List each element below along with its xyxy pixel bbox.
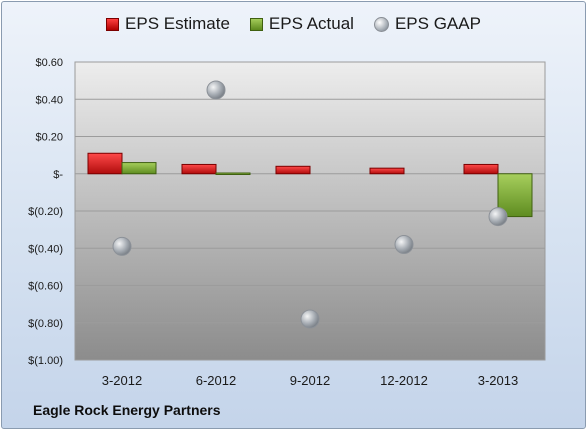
legend-label-gaap: EPS GAAP <box>394 14 481 33</box>
bar-eps-estimate <box>275 165 311 175</box>
x-axis-ticks: 3-2012 6-2012 9-2012 12-2012 3-2013 <box>102 373 518 388</box>
y-tick-label: $(0.60) <box>28 281 63 293</box>
legend-item-actual: EPS Actual <box>249 14 354 34</box>
bar-eps-actual <box>215 172 251 175</box>
company-name: Eagle Rock Energy Partners <box>33 402 221 418</box>
y-tick-label: $(1.00) <box>28 355 63 367</box>
point-eps-gaap <box>112 236 132 256</box>
y-tick-label: $(0.40) <box>28 243 63 255</box>
bar-eps-estimate <box>369 167 405 175</box>
y-tick-label: $- <box>53 169 63 181</box>
y-tick-label: $0.60 <box>35 57 63 69</box>
legend-swatch-estimate <box>106 17 120 31</box>
y-axis-ticks: $0.60 $0.40 $0.20 $- $(0.20) $(0.40) $(0.60) $(… <box>28 57 63 367</box>
point-eps-gaap <box>394 235 414 255</box>
bar-eps-estimate <box>181 163 217 175</box>
x-tick-label: 3-2012 <box>102 373 142 388</box>
legend-swatch-actual <box>249 17 263 31</box>
chart-legend: EPS Estimate EPS Actual EPS GAAP <box>0 14 587 34</box>
x-tick-label: 12-2012 <box>380 373 428 388</box>
legend-item-estimate: EPS Estimate <box>106 14 230 34</box>
point-eps-gaap <box>300 309 320 329</box>
gaap-points <box>112 80 508 329</box>
bar-eps-actual <box>121 162 157 175</box>
x-tick-label: 3-2013 <box>478 373 518 388</box>
y-tick-label: $(0.20) <box>28 206 63 218</box>
bar-series <box>87 152 533 218</box>
bar-eps-estimate <box>463 163 499 175</box>
legend-item-gaap: EPS GAAP <box>373 14 481 34</box>
point-eps-gaap <box>488 207 508 227</box>
bar-eps-estimate <box>87 152 123 175</box>
x-tick-label: 6-2012 <box>196 373 236 388</box>
legend-swatch-gaap <box>373 16 389 32</box>
y-tick-label: $(0.80) <box>28 318 63 330</box>
y-tick-label: $0.20 <box>35 132 63 144</box>
legend-label-estimate: EPS Estimate <box>125 14 230 33</box>
legend-label-actual: EPS Actual <box>268 14 354 33</box>
y-tick-label: $0.40 <box>35 94 63 106</box>
x-tick-label: 9-2012 <box>290 373 330 388</box>
point-eps-gaap <box>206 80 226 100</box>
